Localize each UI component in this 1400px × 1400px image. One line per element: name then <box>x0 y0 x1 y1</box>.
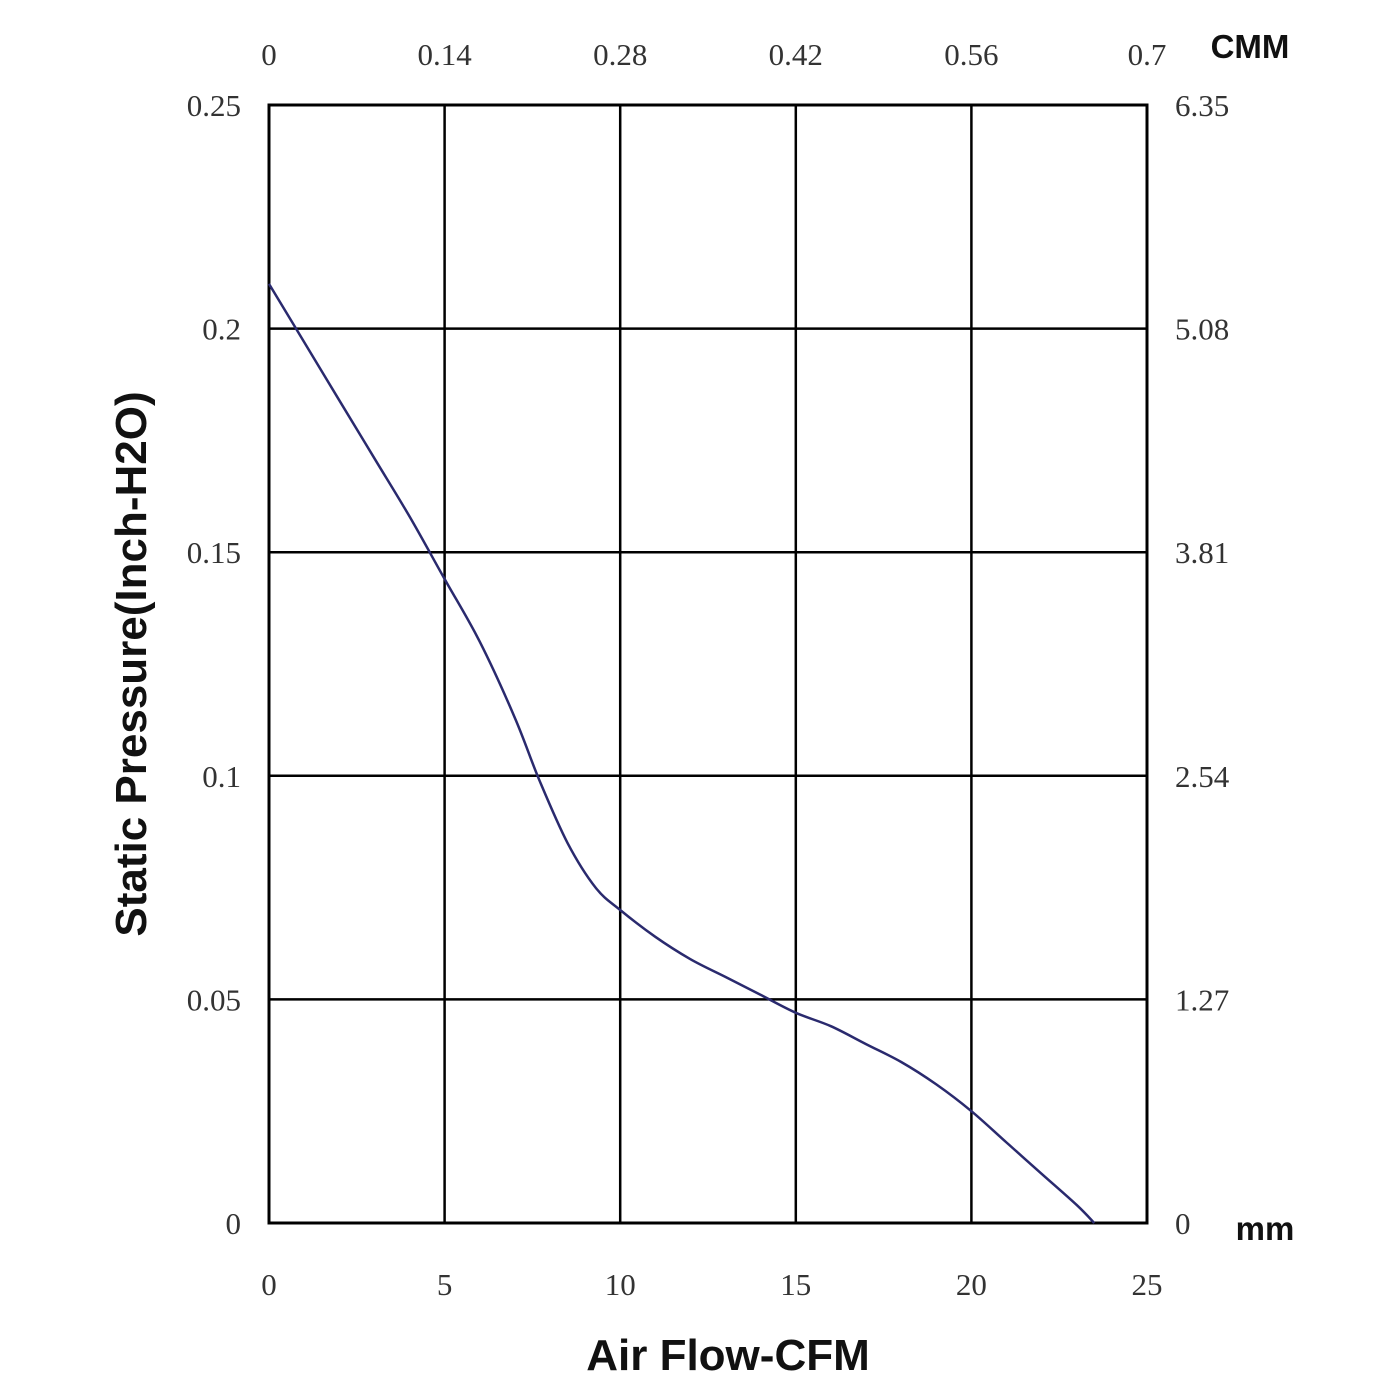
top-tick-label: 0.28 <box>593 37 647 72</box>
x-tick-label: 5 <box>437 1267 453 1302</box>
top-axis-ticks: 0 0.14 0.28 0.42 0.56 0.7 <box>261 37 1166 72</box>
x-axis-ticks: 0 5 10 15 20 25 <box>261 1267 1162 1302</box>
x-axis-title: Air Flow-CFM <box>586 1331 870 1380</box>
x-tick-label: 25 <box>1132 1267 1163 1302</box>
right-axis-unit: mm <box>1236 1210 1295 1247</box>
y-axis-title: Static Pressure(Inch-H2O) <box>107 391 156 936</box>
right-tick-label: 3.81 <box>1175 535 1229 570</box>
right-tick-label: 5.08 <box>1175 312 1229 347</box>
top-tick-label: 0.42 <box>769 37 823 72</box>
y-axis-ticks: 0 0.05 0.1 0.15 0.2 0.25 <box>187 88 241 1241</box>
y-tick-label: 0.25 <box>187 88 241 123</box>
y-tick-label: 0 <box>226 1206 242 1241</box>
grid-lines <box>269 105 1147 1223</box>
right-tick-label: 6.35 <box>1175 88 1229 123</box>
y-tick-label: 0.05 <box>187 982 241 1017</box>
y-tick-label: 0.2 <box>202 312 241 347</box>
series-line <box>267 283 1096 1224</box>
x-tick-label: 0 <box>261 1267 277 1302</box>
right-tick-label: 1.27 <box>1175 982 1229 1017</box>
x-tick-label: 10 <box>605 1267 636 1302</box>
right-axis-ticks: 0 1.27 2.54 3.81 5.08 6.35 <box>1175 88 1230 1241</box>
right-tick-label: 0 <box>1175 1206 1191 1241</box>
top-tick-label: 0.14 <box>417 37 472 72</box>
y-tick-label: 0.1 <box>202 759 241 794</box>
right-tick-label: 2.54 <box>1175 759 1230 794</box>
plot-frame <box>267 103 1149 1225</box>
top-tick-label: 0.56 <box>944 37 998 72</box>
x-tick-label: 20 <box>956 1267 987 1302</box>
top-tick-label: 0 <box>261 37 277 72</box>
top-axis-unit: CMM <box>1211 28 1290 65</box>
top-tick-label: 0.7 <box>1128 37 1167 72</box>
y-tick-label: 0.15 <box>187 535 241 570</box>
x-tick-label: 15 <box>780 1267 811 1302</box>
